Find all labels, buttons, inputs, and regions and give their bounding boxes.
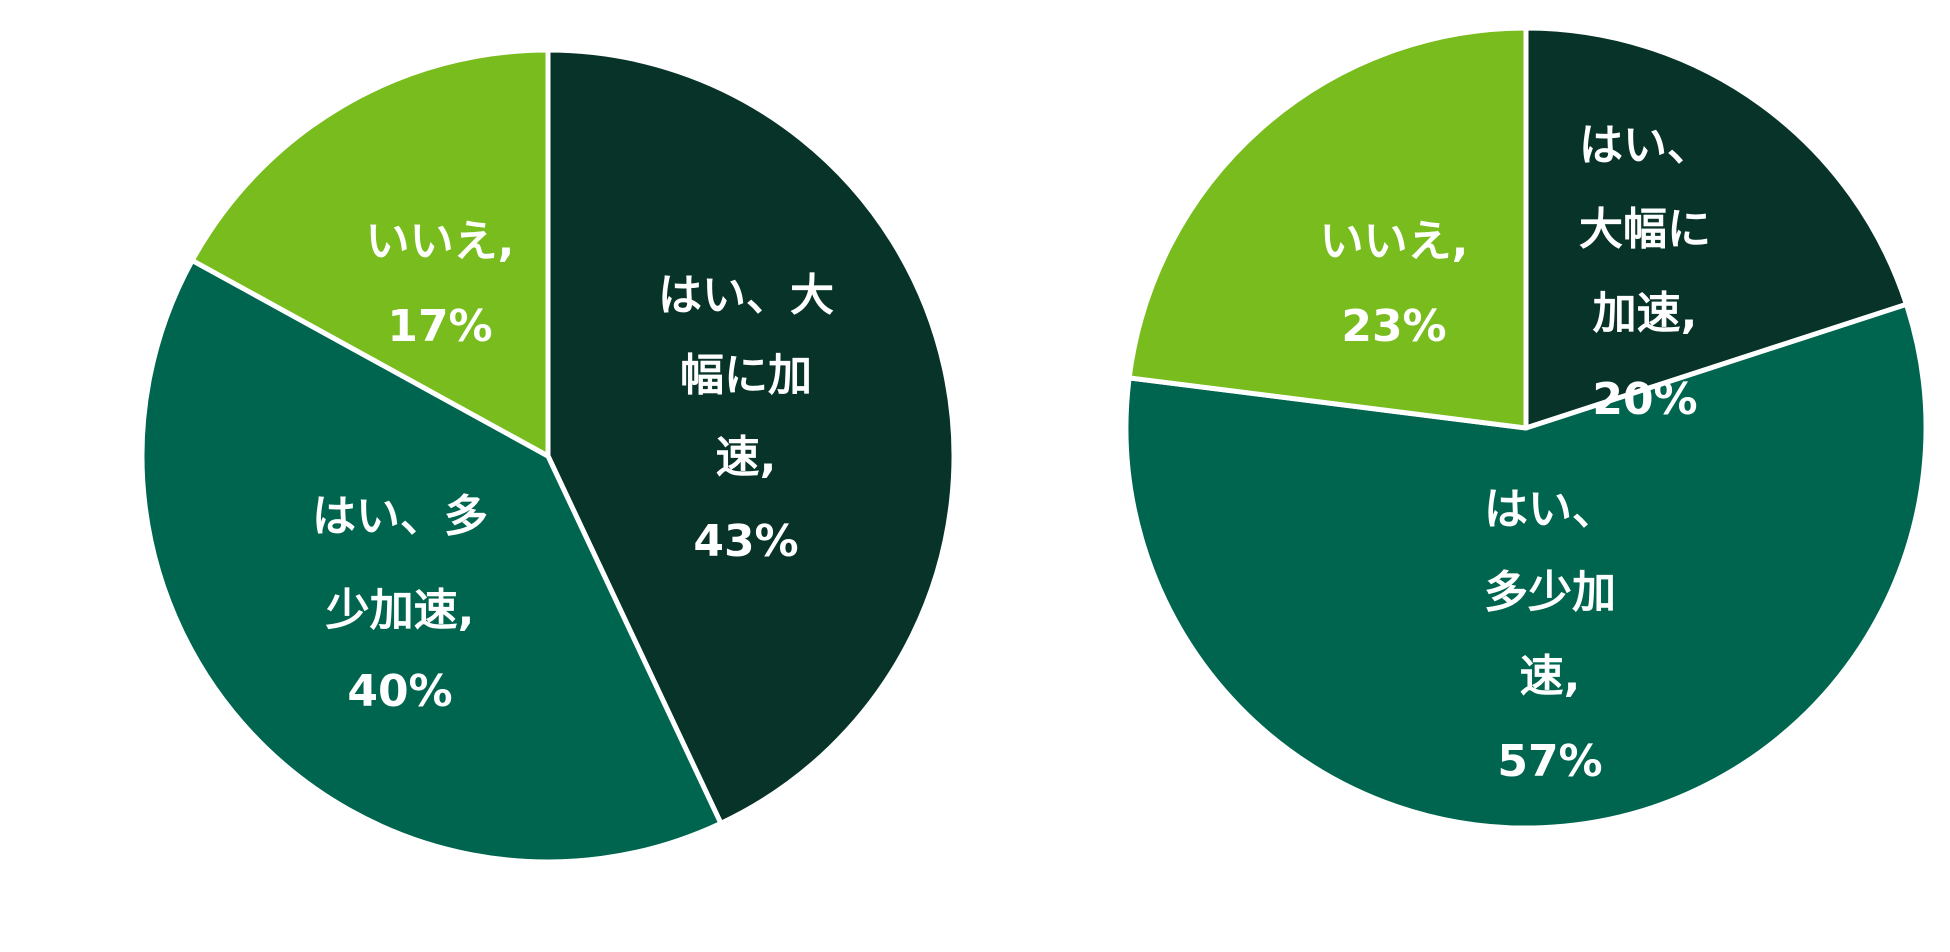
data-label: 40% [347, 666, 452, 717]
data-label: 加速, [1593, 288, 1698, 339]
data-label: はい、多 [312, 491, 488, 542]
data-label: はい、 [1579, 120, 1711, 171]
pie-slice [1126, 25, 1529, 431]
pie-slice [139, 257, 724, 865]
data-label: 20% [1592, 374, 1697, 425]
data-label: 43% [693, 516, 798, 567]
pie-slice [545, 47, 957, 826]
data-label: はい、 [1484, 484, 1616, 535]
data-label: 17% [387, 301, 492, 352]
data-label: 大幅に [1579, 204, 1711, 255]
pie-slice [189, 47, 551, 459]
data-label: 幅に加 [680, 350, 812, 401]
data-label: 速, [716, 432, 777, 483]
pie-slice [1123, 301, 1929, 831]
data-label: 速, [1520, 651, 1581, 702]
data-label: 23% [1341, 301, 1446, 352]
data-label: はい、大 [658, 270, 834, 321]
data-label: いいえ, [1320, 216, 1469, 267]
data-label: 少加速, [326, 585, 475, 636]
data-label: 57% [1497, 736, 1602, 787]
data-label: 多少加 [1484, 567, 1616, 618]
pie-slice [1523, 25, 1909, 431]
data-label: いいえ, [366, 216, 515, 267]
